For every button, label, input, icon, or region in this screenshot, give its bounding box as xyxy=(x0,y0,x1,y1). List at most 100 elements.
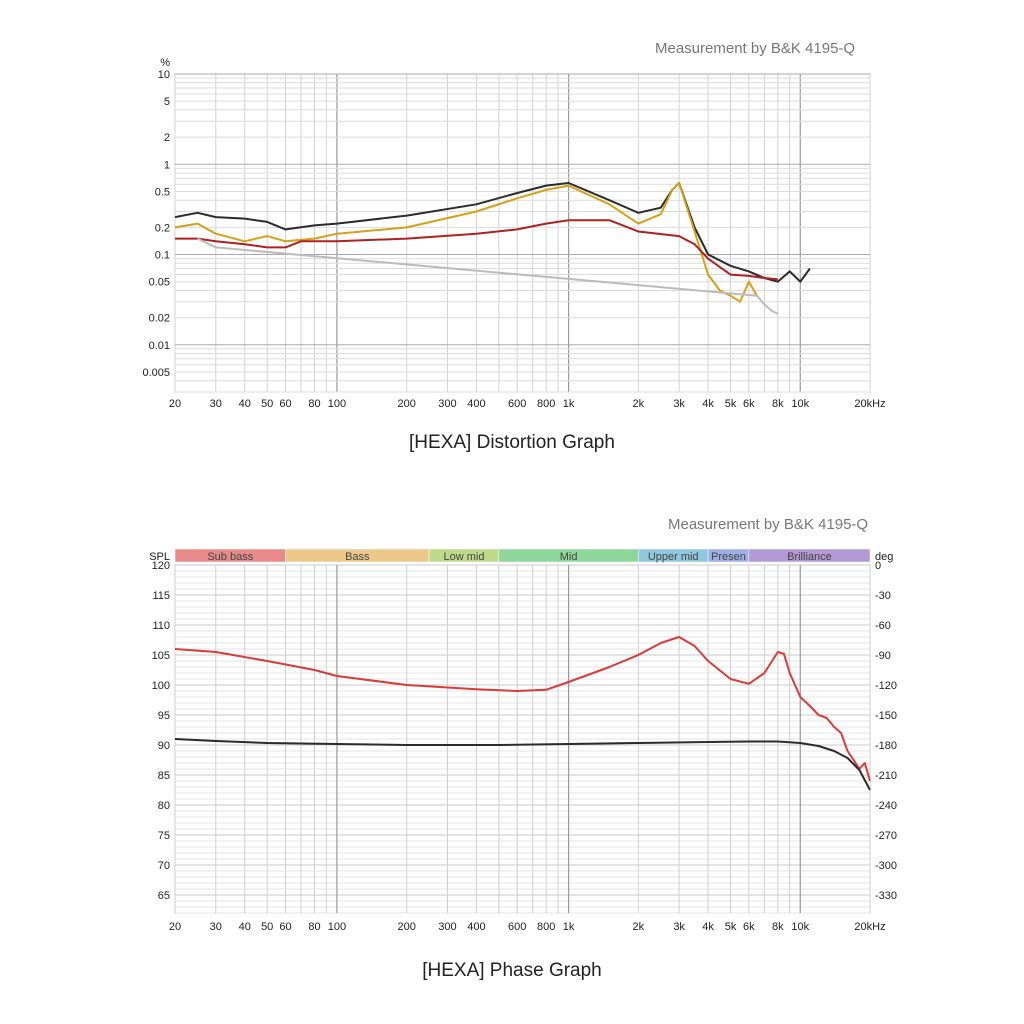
x-tick-label: 20kHz xyxy=(854,398,885,410)
y-tick-label: 0.005 xyxy=(142,367,170,379)
distortion-series-line-2 xyxy=(175,219,778,281)
y-tick-label: 70 xyxy=(158,860,170,872)
x-tick-label: 800 xyxy=(537,398,555,410)
y2-tick-label: -120 xyxy=(875,680,897,692)
x-tick-label: 1k xyxy=(563,921,575,933)
y-tick-label: 95 xyxy=(158,710,170,722)
x-tick-label: 600 xyxy=(508,398,526,410)
y2-tick-label: 0 xyxy=(875,560,881,572)
x-tick-label: 4k xyxy=(702,921,714,933)
x-tick-label: 20 xyxy=(169,921,181,933)
x-tick-label: 30 xyxy=(210,921,222,933)
y2-tick-label: -330 xyxy=(875,890,897,902)
band-label: Sub bass xyxy=(207,551,253,563)
x-tick-label: 60 xyxy=(279,921,291,933)
x-tick-label: 50 xyxy=(261,921,273,933)
y-tick-label: 75 xyxy=(158,830,170,842)
y-tick-label: 10 xyxy=(158,69,170,81)
x-tick-label: 40 xyxy=(239,398,251,410)
x-tick-label: 400 xyxy=(467,921,485,933)
y-axis-unit: % xyxy=(160,57,170,69)
y-axis-label: SPL xyxy=(149,551,170,563)
x-tick-label: 10k xyxy=(791,398,809,410)
y2-tick-label: -150 xyxy=(875,710,897,722)
x-tick-label: 3k xyxy=(673,921,685,933)
x-tick-label: 8k xyxy=(772,398,784,410)
y-tick-label: 0.01 xyxy=(149,340,170,352)
y2-tick-label: -240 xyxy=(875,800,897,812)
x-tick-label: 30 xyxy=(210,398,222,410)
y-tick-label: 0.1 xyxy=(155,250,170,262)
x-tick-label: 50 xyxy=(261,398,273,410)
x-tick-label: 600 xyxy=(508,921,526,933)
y-tick-label: 0.2 xyxy=(155,222,170,234)
distortion-series-line-3 xyxy=(197,237,779,315)
x-tick-label: 10k xyxy=(791,921,809,933)
band-label: Mid xyxy=(560,551,578,563)
y2-tick-label: -180 xyxy=(875,740,897,752)
y-tick-label: 0.5 xyxy=(155,186,170,198)
y2-tick-label: -270 xyxy=(875,830,897,842)
y-tick-label: 1 xyxy=(164,159,170,171)
measurement-credit-phase: Measurement by B&K 4195-Q xyxy=(668,516,869,533)
band-label: Brilliance xyxy=(787,551,832,563)
y2-tick-label: -90 xyxy=(875,650,891,662)
x-tick-label: 8k xyxy=(772,921,784,933)
x-tick-label: 4k xyxy=(702,398,714,410)
y-tick-label: 0.05 xyxy=(149,277,170,289)
grid xyxy=(174,564,871,914)
distortion-chart: 20 30 40 50 60 80 100 200 300 400 600 800 1k 2k 3k 4k 5k… xyxy=(142,57,885,410)
phase-graph-caption: [HEXA] Phase Graph xyxy=(422,960,602,981)
x-tick-label: 6k xyxy=(743,398,755,410)
x-tick-label: 80 xyxy=(308,921,320,933)
x-tick-label: 3k xyxy=(673,398,685,410)
x-tick-label: 200 xyxy=(397,398,415,410)
y-tick-label: 2 xyxy=(164,132,170,144)
y-tick-label: 90 xyxy=(158,740,170,752)
x-tick-label: 300 xyxy=(438,921,456,933)
measurement-credit-distortion: Measurement by B&K 4195-Q xyxy=(655,40,856,57)
y-tick-label: 115 xyxy=(152,590,170,602)
y-tick-label: 0.02 xyxy=(149,313,170,325)
x-tick-label: 20 xyxy=(169,398,181,410)
x-tick-label: 400 xyxy=(467,398,485,410)
band-label: Low mid xyxy=(444,551,485,563)
x-tick-label: 2k xyxy=(633,921,645,933)
y2-tick-label: -60 xyxy=(875,620,891,632)
spl-series-line xyxy=(174,636,871,782)
y-tick-label: 65 xyxy=(158,890,170,902)
distortion-series-line-1 xyxy=(174,182,758,303)
phase-series-line xyxy=(174,738,871,791)
x-tick-label: 200 xyxy=(397,921,415,933)
x-tick-label: 80 xyxy=(308,398,320,410)
x-tick-label: 100 xyxy=(328,921,346,933)
y2-axis-label: deg xyxy=(875,551,893,563)
x-tick-label: 5k xyxy=(725,921,737,933)
x-tick-label: 5k xyxy=(725,398,737,410)
y2-tick-label: -30 xyxy=(875,590,891,602)
x-tick-label: 800 xyxy=(537,921,555,933)
y-tick-label: 110 xyxy=(152,620,170,632)
y-tick-label: 105 xyxy=(152,650,170,662)
x-tick-label: 100 xyxy=(328,398,346,410)
y-tick-label: 120 xyxy=(152,560,170,572)
y2-tick-label: -300 xyxy=(875,860,897,872)
band-label: Bass xyxy=(345,551,370,563)
band-brilliance xyxy=(748,548,871,563)
x-tick-label: 60 xyxy=(279,398,291,410)
x-tick-label: 300 xyxy=(438,398,456,410)
y-tick-label: 85 xyxy=(158,770,170,782)
y-tick-label: 80 xyxy=(158,800,170,812)
x-tick-label: 1k xyxy=(563,398,575,410)
band-label: Upper mid xyxy=(648,551,699,563)
plot-area xyxy=(174,73,871,393)
y2-tick-label: -210 xyxy=(875,770,897,782)
y-tick-label: 5 xyxy=(164,96,170,108)
distortion-graph-caption: [HEXA] Distortion Graph xyxy=(409,432,615,453)
distortion-series-line-0 xyxy=(174,182,811,283)
y-tick-label: 100 xyxy=(152,680,170,692)
x-tick-label: 40 xyxy=(239,921,251,933)
x-tick-label: 6k xyxy=(743,921,755,933)
band-label: Presen xyxy=(711,551,746,563)
